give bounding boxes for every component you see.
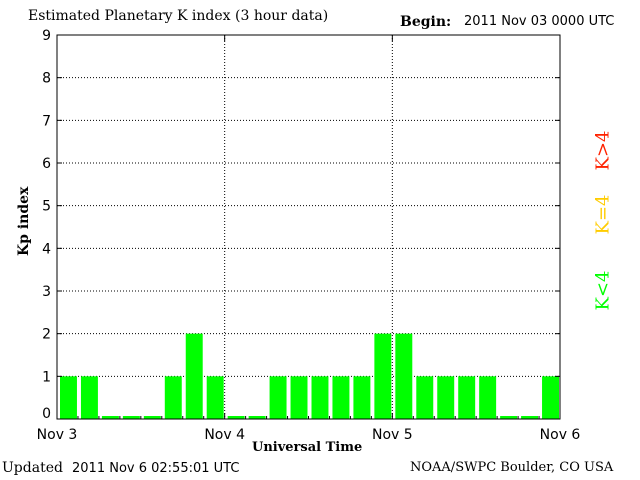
kp-bar [416, 376, 434, 419]
x-tick-label: Nov 6 [540, 427, 581, 443]
kp-bar [311, 376, 329, 419]
kp-bar [269, 376, 287, 419]
kp-bar [374, 333, 392, 419]
credit-text: NOAA/SWPC Boulder, CO USA [410, 460, 614, 475]
x-axis-label: Universal Time [252, 440, 363, 455]
kp-bar [164, 376, 182, 419]
kp-bar [479, 376, 497, 419]
y-tick-label: 5 [42, 199, 51, 215]
y-tick-label: 7 [42, 113, 51, 129]
kp-bar [80, 376, 98, 419]
updated-value: 2011 Nov 6 02:55:01 UTC [72, 461, 240, 476]
kp-bar [248, 416, 266, 419]
legend-low: K<4 [592, 270, 614, 311]
kp-bar [60, 376, 77, 419]
kp-bar [143, 416, 161, 419]
kp-bar [458, 376, 476, 419]
updated-label: Updated [2, 460, 63, 476]
kp-bar [521, 416, 539, 419]
kp-bar [185, 333, 203, 419]
y-axis-label: Kp index [16, 186, 32, 256]
x-tick-label: Nov 3 [37, 427, 78, 443]
y-tick-label: 2 [42, 327, 51, 343]
y-tick-label: 6 [42, 156, 51, 172]
kp-bar [500, 416, 518, 419]
kp-bar [437, 376, 455, 419]
y-tick-label: 1 [42, 369, 51, 385]
y-tick-label: 4 [42, 241, 51, 257]
kp-bar [353, 376, 371, 419]
y-tick-label: 0 [42, 406, 51, 422]
y-tick-label: 3 [42, 284, 51, 300]
x-tick-label: Nov 4 [204, 427, 245, 443]
chart-title: Estimated Planetary K index (3 hour data… [28, 8, 329, 24]
kp-bar [542, 376, 559, 419]
begin-value: 2011 Nov 03 0000 UTC [464, 14, 615, 29]
kp-bar [101, 416, 119, 419]
y-tick-label: 8 [42, 71, 51, 87]
kp-bar [290, 376, 308, 419]
kp-bar [227, 416, 245, 419]
legend-equal: K=4 [592, 194, 614, 235]
y-tick-label: 9 [42, 28, 51, 44]
kp-bar [206, 376, 224, 419]
plot-frame [56, 34, 561, 420]
kp-bar [395, 333, 413, 419]
kp-bar [332, 376, 350, 419]
kp-bar [122, 416, 140, 419]
x-tick-label: Nov 5 [372, 427, 413, 443]
begin-label: Begin: [400, 14, 452, 30]
